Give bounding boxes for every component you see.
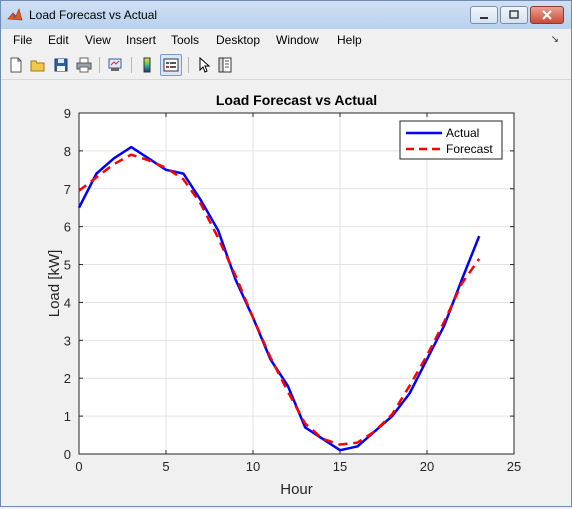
menu-tools[interactable]: Tools xyxy=(171,33,200,47)
property-inspector-icon[interactable] xyxy=(216,56,234,74)
x-axis-label: Hour xyxy=(280,481,313,498)
matlab-logo-icon xyxy=(7,8,23,21)
plot-area xyxy=(79,113,514,454)
minimize-button[interactable] xyxy=(470,6,498,24)
menu-desktop[interactable]: Desktop xyxy=(216,33,261,47)
open-file-icon[interactable] xyxy=(29,56,47,74)
figure-toolbar xyxy=(1,51,571,80)
new-figure-icon[interactable] xyxy=(7,56,25,74)
menu-file[interactable]: File xyxy=(13,33,33,47)
y-tick-label: 0 xyxy=(64,447,71,462)
x-tick-label: 25 xyxy=(507,459,521,474)
y-tick-label: 7 xyxy=(64,182,71,197)
print-icon[interactable] xyxy=(75,56,93,74)
y-tick-label: 3 xyxy=(64,333,71,348)
x-tick-label: 5 xyxy=(162,459,169,474)
y-tick-label: 4 xyxy=(64,295,71,310)
figure-area: 0 5 10 15 20 25 0 1 2 3 4 5 6 7 8 9 Load Forecast vs Act… xyxy=(4,81,570,504)
line-chart: 0 5 10 15 20 25 0 1 2 3 4 5 6 7 8 9 Load Forecast vs Act… xyxy=(46,92,521,498)
menu-bar: File Edit View Insert Tools Desktop Wind… xyxy=(1,29,571,51)
close-button[interactable] xyxy=(530,6,564,24)
menu-insert[interactable]: Insert xyxy=(126,33,157,47)
menu-view[interactable]: View xyxy=(85,33,111,47)
legend-label-forecast: Forecast xyxy=(446,142,493,156)
x-tick-label: 0 xyxy=(75,459,82,474)
chart-title: Load Forecast vs Actual xyxy=(216,92,377,108)
menu-window[interactable]: Window xyxy=(276,33,319,47)
menu-edit[interactable]: Edit xyxy=(48,33,69,47)
toolbar-separator xyxy=(188,57,189,73)
legend-box[interactable] xyxy=(399,120,503,160)
legend-icon[interactable] xyxy=(162,56,180,74)
pointer-icon[interactable] xyxy=(195,56,213,74)
x-tick-label: 10 xyxy=(246,459,260,474)
legend-label-actual: Actual xyxy=(446,126,479,140)
series-line-forecast xyxy=(78,153,481,446)
menu-dock-arrow-icon[interactable]: ↘ xyxy=(550,34,559,45)
title-bar[interactable]: Load Forecast vs Actual xyxy=(1,1,571,29)
window-title: Load Forecast vs Actual xyxy=(29,8,158,22)
minimize-icon xyxy=(480,17,488,19)
toolbar-separator xyxy=(131,57,132,73)
y-tick-label: 9 xyxy=(64,106,71,121)
toolbar-separator xyxy=(99,57,100,73)
link-plot-icon[interactable] xyxy=(106,56,124,74)
x-tick-label: 20 xyxy=(420,459,434,474)
y-tick-label: 8 xyxy=(64,144,71,159)
y-tick-label: 6 xyxy=(64,220,71,235)
y-tick-label: 2 xyxy=(64,371,71,386)
save-icon[interactable] xyxy=(52,56,70,74)
menu-help[interactable]: Help xyxy=(337,33,362,47)
x-tick-label: 15 xyxy=(333,459,347,474)
restore-button[interactable] xyxy=(500,6,528,24)
y-axis-label: Load [kW] xyxy=(46,250,63,318)
restore-icon xyxy=(509,10,519,19)
colorbar-icon[interactable] xyxy=(138,56,156,74)
close-icon xyxy=(542,10,552,20)
y-tick-label: 1 xyxy=(64,409,71,424)
y-tick-label: 5 xyxy=(64,258,71,273)
axes-box xyxy=(78,112,515,455)
